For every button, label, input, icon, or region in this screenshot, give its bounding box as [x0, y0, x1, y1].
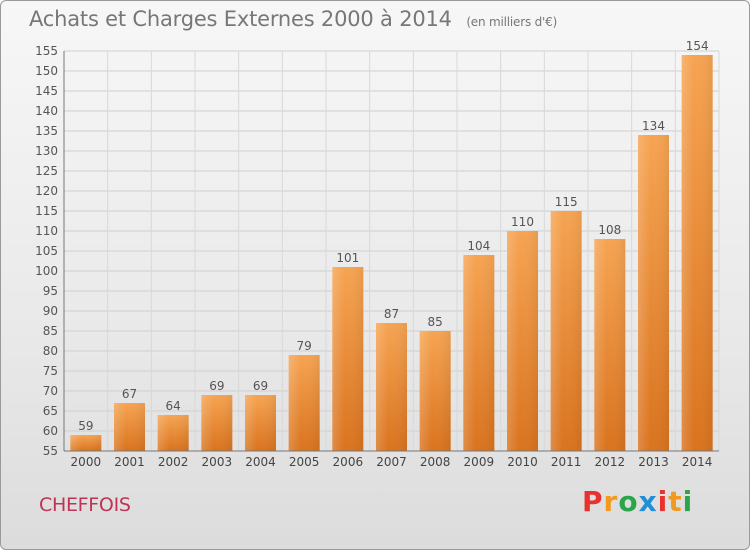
bar-value-label: 115: [555, 195, 578, 209]
y-tick-label: 60: [43, 424, 58, 438]
x-tick-label: 2005: [289, 455, 320, 469]
x-tick-label: 2002: [158, 455, 189, 469]
bar-shade: [201, 395, 233, 451]
y-tick-label: 130: [35, 144, 58, 158]
y-tick-label: 105: [35, 244, 58, 258]
x-tick-label: 2014: [682, 455, 713, 469]
y-tick-label: 90: [43, 304, 58, 318]
x-tick-label: 2010: [507, 455, 538, 469]
bar-value-label: 134: [642, 119, 665, 133]
x-tick-label: 2000: [71, 455, 102, 469]
axis-layer: 55 60 65 70 75 80 85 90 95 100 105 110 115 120 125 130 1…: [35, 44, 719, 469]
bar-value-label: 85: [428, 315, 443, 329]
logo-letter: i: [657, 485, 669, 518]
bar-value-label: 69: [209, 379, 224, 393]
x-tick-label: 2009: [464, 455, 495, 469]
x-tick-label: 2004: [245, 455, 276, 469]
bar-shade: [376, 323, 407, 451]
y-tick-label: 140: [35, 104, 58, 118]
y-tick-label: 55: [43, 444, 58, 458]
chart-title-text: Achats et Charges Externes 2000 à 2014: [29, 7, 452, 31]
y-tick-label: 145: [35, 84, 58, 98]
y-tick-label: 65: [43, 404, 58, 418]
bar-value-label: 101: [336, 251, 359, 265]
bar-shade: [70, 435, 102, 451]
x-tick-label: 2013: [638, 455, 669, 469]
bars-layer: [70, 55, 713, 451]
y-tick-label: 80: [43, 344, 58, 358]
bar-shade: [463, 255, 495, 451]
logo-letter: r: [603, 485, 619, 518]
x-tick-label: 2001: [114, 455, 145, 469]
bar-shade: [332, 267, 364, 451]
logo-letter: P: [582, 485, 604, 518]
logo-letter: o: [618, 485, 639, 518]
logo-letter: t: [668, 485, 683, 518]
bar-value-label: 110: [511, 215, 534, 229]
chart-unit-label: (en milliers d'€): [466, 15, 558, 29]
y-tick-label: 75: [43, 364, 58, 378]
bar-shade: [594, 239, 626, 451]
x-tick-label: 2003: [202, 455, 233, 469]
y-tick-label: 100: [35, 264, 58, 278]
y-tick-label: 150: [35, 64, 58, 78]
y-tick-label: 125: [35, 164, 58, 178]
x-tick-label: 2006: [333, 455, 364, 469]
bar-value-label: 87: [384, 307, 399, 321]
bar-value-label: 104: [467, 239, 490, 253]
bar-value-label: 79: [297, 339, 312, 353]
labels-layer: 59 67 64 69 69 79 101 87 85 104 110 115 108 134 154: [78, 39, 708, 433]
logo-letter: i: [682, 485, 694, 518]
bar-value-label: 67: [122, 387, 137, 401]
y-tick-label: 110: [35, 224, 58, 238]
bar-value-label: 59: [78, 419, 93, 433]
bar-shade: [157, 415, 189, 451]
y-tick-label: 135: [35, 124, 58, 138]
bar-shade: [638, 135, 669, 451]
proxiti-logo[interactable]: Proxiti: [582, 485, 693, 518]
bar-shade: [681, 55, 713, 451]
chart-title: Achats et Charges Externes 2000 à 2014 (…: [29, 7, 557, 31]
y-tick-label: 120: [35, 184, 58, 198]
bar-shade: [114, 403, 145, 451]
y-tick-label: 85: [43, 324, 58, 338]
bar-shade: [245, 395, 276, 451]
x-tick-label: 2011: [551, 455, 582, 469]
y-tick-label: 155: [35, 44, 58, 58]
x-tick-label: 2007: [376, 455, 407, 469]
bar-shade: [507, 231, 538, 451]
x-tick-label: 2008: [420, 455, 451, 469]
y-tick-label: 115: [35, 204, 58, 218]
bar-value-label: 64: [166, 399, 181, 413]
bar-value-label: 108: [598, 223, 621, 237]
logo-letter: x: [638, 485, 658, 518]
bar-value-label: 154: [686, 39, 709, 53]
bar-shade: [419, 331, 451, 451]
bar-value-label: 69: [253, 379, 268, 393]
commune-name: CHEFFOIS: [39, 494, 131, 516]
x-tick-label: 2012: [595, 455, 626, 469]
y-tick-label: 95: [43, 284, 58, 298]
y-tick-label: 70: [43, 384, 58, 398]
bar-shade: [288, 355, 320, 451]
bar-shade: [550, 211, 582, 451]
